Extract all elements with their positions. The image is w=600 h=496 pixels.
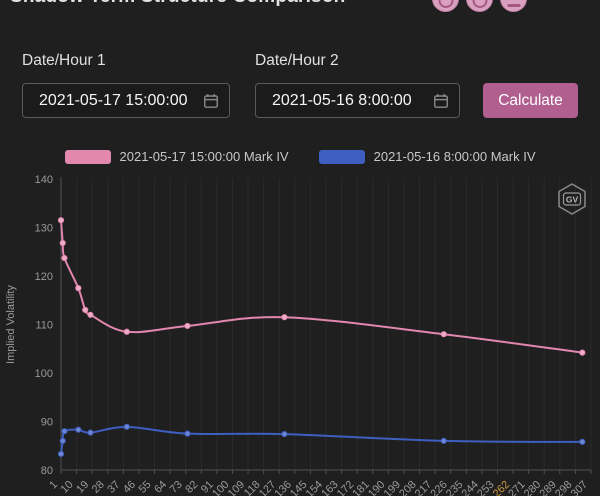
header-actions: [432, 0, 527, 12]
svg-text:80: 80: [41, 465, 53, 477]
svg-text:307: 307: [569, 479, 590, 496]
header-action-button-3[interactable]: [500, 0, 527, 12]
calculate-button[interactable]: Calculate: [483, 83, 578, 118]
header-action-button-2[interactable]: [466, 0, 493, 12]
legend-item-series-1[interactable]: 2021-05-17 15:00:00 Mark IV: [64, 149, 289, 164]
legend-item-series-2[interactable]: 2021-05-16 8:00:00 Mark IV: [318, 149, 536, 164]
camera-icon: [438, 0, 453, 8]
svg-text:90: 90: [41, 417, 53, 429]
date-hour-1-value[interactable]: [37, 90, 197, 111]
svg-text:110: 110: [35, 320, 53, 332]
calendar-icon[interactable]: [203, 93, 219, 109]
svg-text:130: 130: [35, 223, 53, 235]
date-hour-2-label: Date/Hour 2: [255, 52, 339, 69]
legend-swatch-blue: [318, 149, 365, 164]
svg-text:120: 120: [35, 271, 53, 283]
legend-swatch-pink: [64, 149, 111, 164]
date-hour-2-value[interactable]: [270, 90, 427, 111]
gv-logo-icon: GV: [558, 183, 586, 215]
chart-legend: 2021-05-17 15:00:00 Mark IV 2021-05-16 8…: [0, 149, 600, 164]
svg-text:100: 100: [35, 368, 53, 380]
date-hour-1-label: Date/Hour 1: [22, 52, 106, 69]
download-icon: [507, 3, 520, 7]
gv-logo-text: GV: [566, 195, 579, 205]
share-icon: [472, 0, 487, 8]
date-hour-1-input[interactable]: [22, 83, 230, 118]
svg-text:Implied Volatility: Implied Volatility: [5, 285, 17, 364]
page-title: Shadow Term Structure Comparison: [10, 0, 345, 8]
date-hour-2-input[interactable]: [255, 83, 460, 118]
legend-label-series-2: 2021-05-16 8:00:00 Mark IV: [373, 149, 536, 164]
svg-text:140: 140: [35, 174, 53, 186]
svg-text:1: 1: [47, 479, 60, 492]
calendar-icon[interactable]: [433, 93, 449, 109]
legend-label-series-1: 2021-05-17 15:00:00 Mark IV: [119, 149, 289, 164]
term-structure-chart: 1 10 19 28 37 46 55 64 73 82 91 100 109 118 127 136 145 1…: [0, 172, 600, 496]
header-action-button-1[interactable]: [432, 0, 459, 12]
